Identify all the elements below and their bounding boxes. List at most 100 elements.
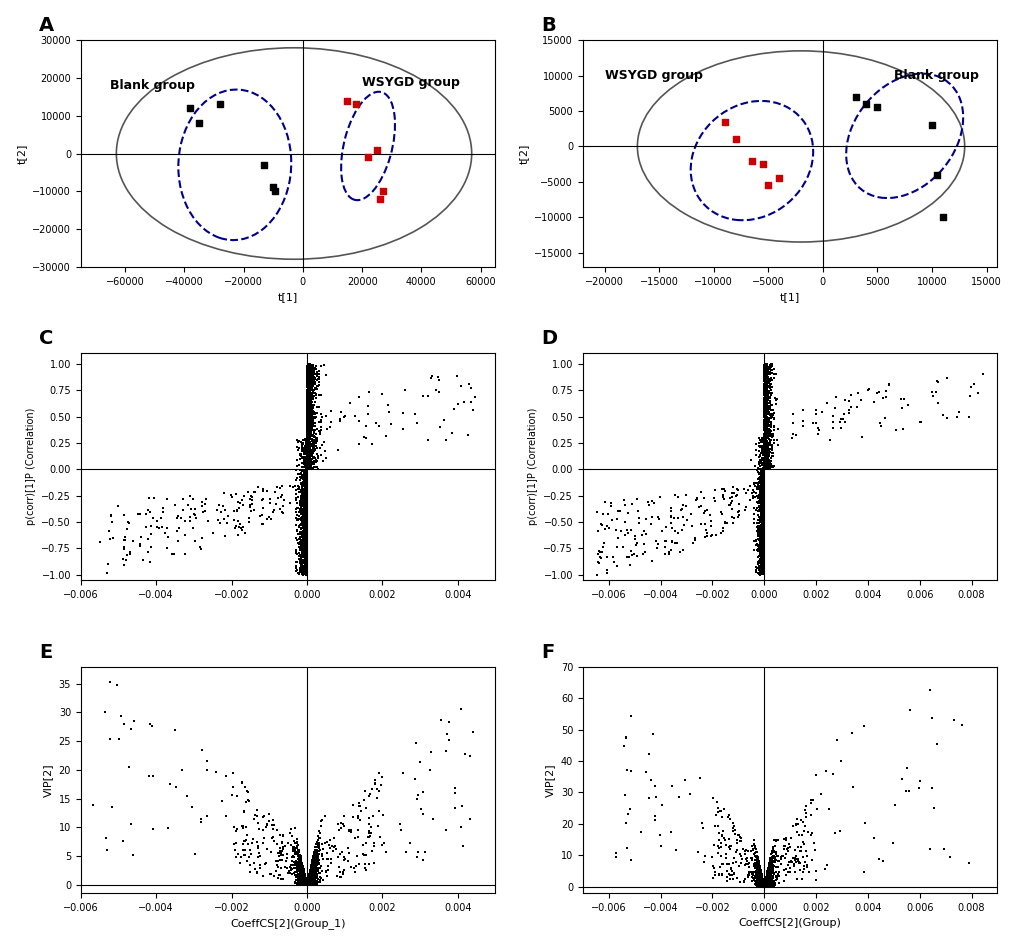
Point — [215, 499, 231, 514]
Point — [299, 875, 315, 890]
Point — [756, 435, 772, 450]
Point — [755, 536, 771, 552]
Point — [300, 420, 316, 435]
Point — [298, 560, 314, 575]
Point — [292, 856, 309, 871]
Point — [758, 871, 774, 886]
Point — [749, 848, 765, 863]
Point — [298, 490, 314, 505]
Point — [301, 391, 317, 406]
Point — [638, 511, 654, 526]
Point — [298, 534, 314, 550]
Point — [289, 512, 306, 527]
Point — [756, 402, 772, 417]
Point — [274, 505, 290, 520]
Point — [298, 875, 314, 890]
Point — [755, 547, 771, 562]
Point — [623, 543, 639, 558]
Point — [301, 408, 317, 423]
Point — [294, 514, 311, 529]
Point — [305, 876, 321, 891]
Point — [285, 833, 302, 849]
Point — [753, 872, 769, 887]
Point — [754, 462, 770, 477]
Point — [754, 877, 770, 892]
Point — [289, 863, 306, 878]
Point — [304, 417, 320, 432]
Point — [754, 876, 770, 891]
Point — [298, 874, 314, 889]
Point — [302, 867, 318, 882]
Point — [759, 868, 775, 884]
Point — [754, 490, 770, 505]
Point — [312, 842, 328, 857]
Point — [300, 426, 316, 441]
Point — [293, 858, 310, 873]
Point — [755, 484, 771, 499]
Point — [754, 879, 770, 894]
Point — [755, 486, 771, 501]
Point — [756, 422, 772, 437]
Point — [753, 525, 769, 540]
Point — [307, 875, 323, 890]
Point — [758, 434, 774, 449]
Point — [766, 852, 783, 867]
Point — [752, 875, 768, 890]
Point — [297, 449, 313, 464]
Point — [755, 525, 771, 540]
Point — [712, 840, 729, 855]
Point — [755, 528, 771, 543]
Point — [750, 857, 766, 872]
Point — [301, 457, 317, 472]
Point — [298, 536, 314, 552]
Point — [754, 482, 770, 498]
Point — [308, 854, 324, 869]
Point — [763, 872, 780, 887]
Point — [751, 870, 767, 885]
Point — [758, 374, 774, 389]
Point — [360, 407, 376, 422]
Point — [296, 501, 312, 517]
Point — [301, 872, 317, 887]
Point — [754, 875, 770, 890]
Point — [762, 853, 779, 868]
Point — [763, 865, 780, 880]
Point — [758, 869, 774, 885]
Point — [296, 464, 312, 480]
Point — [299, 373, 315, 388]
Point — [674, 510, 690, 525]
Point — [756, 377, 772, 393]
Point — [297, 496, 313, 511]
Point — [760, 457, 776, 472]
Point — [292, 870, 309, 885]
Point — [296, 866, 312, 881]
Point — [756, 878, 772, 893]
Point — [216, 502, 232, 517]
Point — [292, 539, 309, 554]
Point — [757, 875, 773, 890]
Point — [713, 482, 730, 497]
Point — [293, 860, 310, 875]
Point — [297, 869, 313, 885]
Point — [755, 567, 771, 582]
Point — [753, 481, 769, 496]
Point — [754, 469, 770, 484]
Point — [304, 858, 320, 873]
Point — [291, 866, 308, 881]
Point — [756, 421, 772, 436]
Point — [751, 567, 767, 582]
Point — [756, 877, 772, 892]
Point — [753, 874, 769, 889]
Point — [752, 867, 768, 883]
Point — [301, 874, 317, 889]
Point — [296, 519, 312, 534]
Point — [293, 484, 310, 499]
Point — [755, 505, 771, 520]
Point — [748, 876, 764, 891]
Point — [299, 478, 315, 493]
Point — [301, 394, 317, 410]
Point — [362, 829, 378, 844]
Point — [754, 521, 770, 536]
Point — [297, 536, 313, 552]
Point — [300, 877, 316, 892]
